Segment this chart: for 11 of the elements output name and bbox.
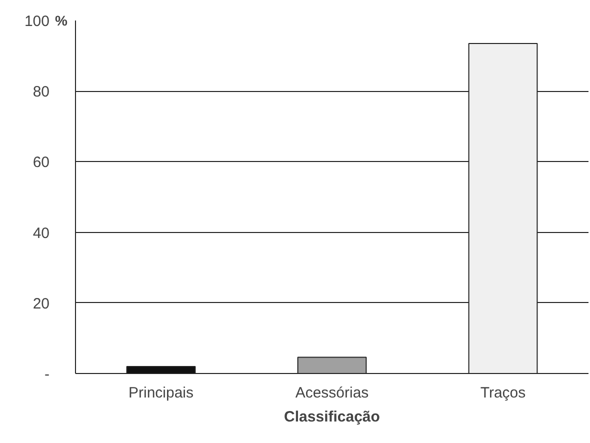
- x-tick-label: Principais: [128, 384, 194, 402]
- x-tick-label: Traços: [480, 384, 526, 402]
- y-tick-label: -: [44, 366, 50, 383]
- y-tick-label: 20: [32, 295, 50, 312]
- x-tick-label: Acessórias: [295, 384, 369, 402]
- y-tick-label: 80: [32, 84, 50, 101]
- y-tick-label: 40: [32, 224, 50, 242]
- x-axis-title: Classificação: [284, 408, 380, 426]
- y-tick-label: 60: [32, 154, 50, 172]
- y-axis-title: %: [55, 12, 68, 28]
- y-tick-label: 100: [24, 13, 50, 30]
